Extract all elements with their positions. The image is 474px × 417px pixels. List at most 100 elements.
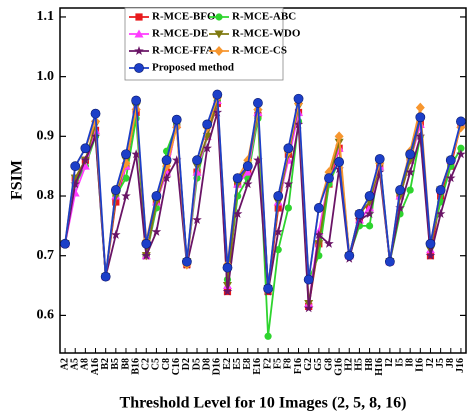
data-point	[222, 286, 233, 296]
data-point	[435, 185, 446, 195]
data-point	[365, 203, 375, 212]
legend-label: R-MCE-CS	[232, 45, 287, 57]
data-point	[70, 179, 80, 189]
data-point	[415, 102, 425, 113]
data-point	[122, 174, 130, 182]
data-point	[100, 271, 111, 282]
x-tick-label: F5	[273, 358, 284, 369]
data-point	[283, 143, 294, 154]
data-point	[80, 143, 91, 154]
data-point	[90, 131, 101, 141]
data-point	[181, 256, 192, 267]
x-tick-label: G2	[303, 358, 314, 371]
x-tick-label: J5	[435, 358, 446, 368]
data-point	[303, 274, 314, 285]
x-tick-label: G16	[333, 358, 344, 376]
y-tick-label: 0.6	[37, 308, 55, 323]
x-axis-label: Threshold Level for 10 Images (2, 5, 8, …	[120, 395, 407, 412]
data-point	[151, 191, 162, 201]
data-point	[425, 238, 436, 249]
data-point	[354, 209, 365, 219]
x-tick-label: I2	[384, 358, 395, 367]
data-point	[161, 173, 172, 183]
data-point	[283, 179, 294, 189]
data-point	[202, 143, 212, 153]
data-point	[415, 112, 426, 123]
x-tick-label: C8	[161, 358, 172, 370]
x-tick-label: D5	[191, 358, 202, 370]
data-point	[131, 95, 142, 106]
data-point	[293, 119, 304, 129]
x-tick-label: J8	[445, 358, 456, 368]
data-point	[161, 155, 172, 166]
legend-label: R-MCE-DE	[152, 28, 208, 40]
data-point	[303, 303, 314, 313]
data-point	[131, 149, 141, 159]
data-point	[314, 240, 324, 249]
x-tick-label: E16	[252, 358, 263, 375]
x-tick-label: A5	[70, 358, 81, 370]
data-point	[192, 214, 202, 224]
data-point	[313, 203, 324, 213]
y-tick-label: 0.9	[37, 129, 55, 144]
legend-box	[124, 7, 284, 81]
data-point	[435, 208, 446, 218]
data-point	[90, 108, 101, 119]
legend-marker	[134, 63, 144, 73]
data-point	[141, 250, 152, 260]
data-point	[70, 161, 81, 172]
x-tick-label: C16	[171, 358, 182, 375]
data-point	[192, 155, 202, 166]
legend-label: Proposed method	[152, 62, 234, 74]
data-point	[273, 226, 283, 236]
data-point	[242, 161, 253, 172]
x-tick-label: G8	[323, 358, 334, 371]
y-tick-label: 1.0	[37, 69, 55, 84]
data-point	[384, 256, 395, 267]
data-point	[232, 173, 243, 184]
data-point	[374, 154, 385, 164]
data-point	[437, 192, 445, 200]
data-point	[273, 191, 284, 201]
y-tick-label: 1.1	[37, 9, 55, 24]
data-point	[141, 238, 152, 249]
data-point	[284, 204, 292, 212]
data-point	[425, 250, 436, 260]
data-point	[171, 155, 182, 165]
legend-label: R-MCE-FFA	[152, 45, 214, 57]
data-point	[253, 155, 263, 165]
series-line	[64, 94, 462, 289]
data-point	[264, 332, 272, 340]
x-tick-label: F16	[293, 358, 304, 374]
x-tick-label: B2	[100, 358, 111, 370]
x-tick-label: E5	[232, 358, 243, 370]
data-point	[60, 238, 70, 249]
data-point	[324, 173, 334, 184]
data-point	[111, 229, 121, 239]
data-point	[456, 116, 466, 127]
data-point	[243, 167, 253, 176]
x-tick-label: B8	[120, 358, 131, 370]
data-point	[212, 89, 223, 100]
x-tick-label: A2	[59, 358, 70, 370]
data-point	[121, 191, 131, 201]
data-point	[334, 131, 344, 142]
data-point	[354, 214, 365, 224]
x-tick-label: E8	[242, 358, 253, 370]
data-point	[232, 208, 243, 218]
x-tick-label: B16	[130, 358, 141, 375]
x-tick-label: H8	[364, 358, 375, 371]
y-tick-label: 0.7	[37, 248, 55, 263]
legend-label: R-MCE-ABC	[232, 11, 296, 23]
data-point	[171, 114, 182, 125]
data-point	[456, 149, 466, 159]
data-point	[121, 149, 131, 160]
data-point	[274, 246, 282, 254]
legend-marker	[215, 13, 223, 21]
x-tick-label: C2	[141, 358, 152, 370]
x-tick-label: D8	[201, 358, 212, 370]
data-point	[334, 157, 345, 167]
x-tick-label: F2	[262, 358, 273, 369]
legend-marker	[135, 13, 143, 21]
